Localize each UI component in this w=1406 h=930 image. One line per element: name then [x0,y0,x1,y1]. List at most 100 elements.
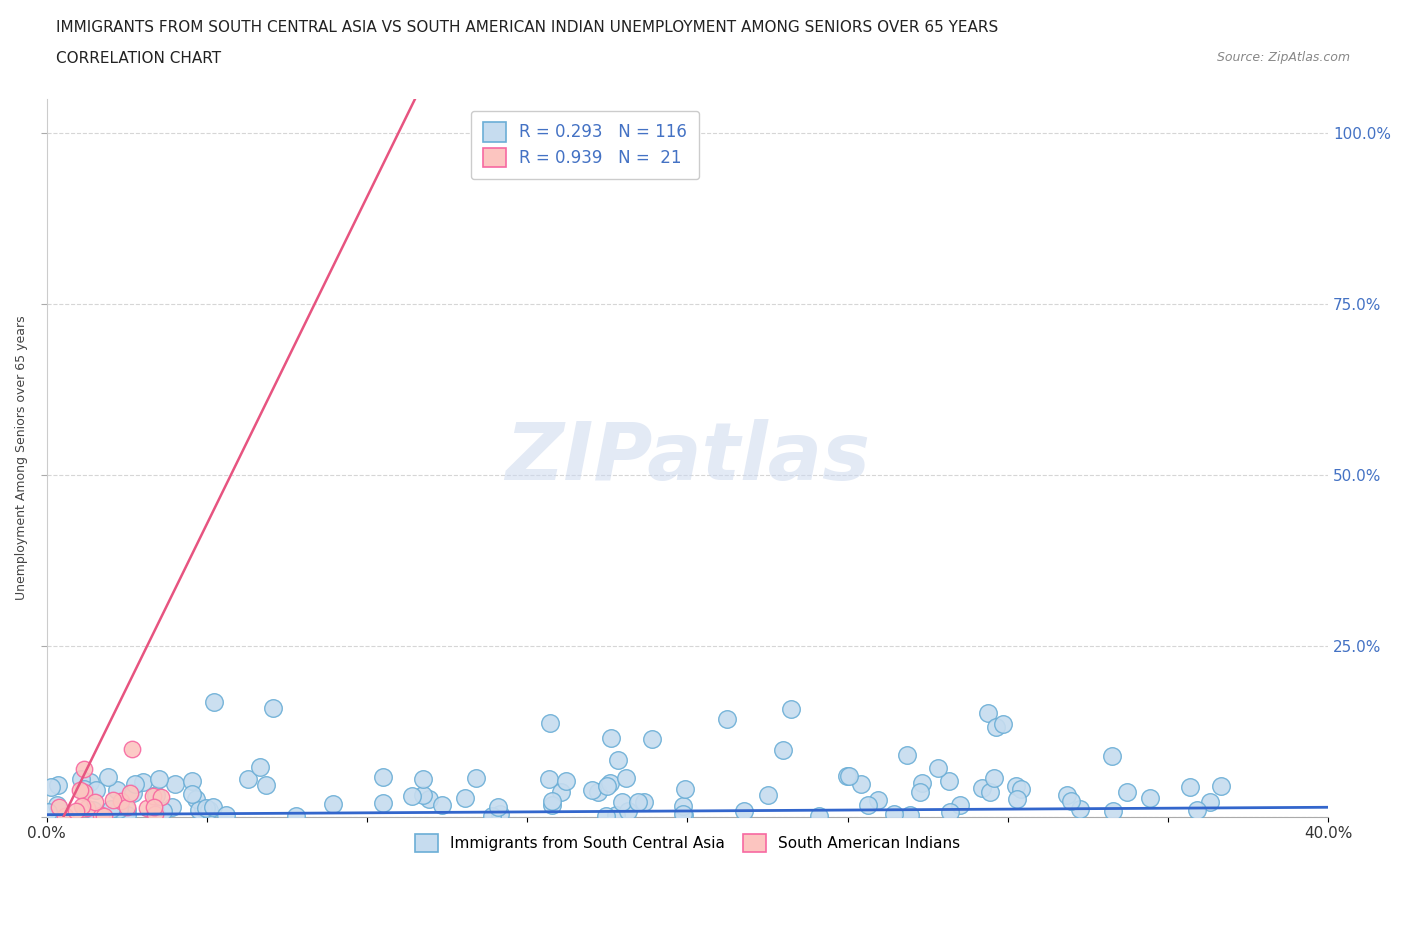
Point [72,782,94,797]
Point [46,777,69,792]
Point [1178,780,1201,795]
Point [641,732,664,747]
Point [939,804,962,819]
Point [1069,802,1091,817]
Point [142,789,165,804]
Point [202,695,225,710]
Point [1139,790,1161,805]
Point [181,774,204,789]
Point [160,800,183,815]
Point [716,712,738,727]
Point [835,768,858,783]
Point [418,791,440,806]
Point [401,789,423,804]
Point [908,785,931,800]
Point [1185,803,1208,817]
Point [633,794,655,809]
Point [90,808,112,823]
Point [254,777,277,792]
Point [977,706,1000,721]
Point [84,794,107,809]
Point [586,785,609,800]
Point [883,806,905,821]
Point [672,808,695,823]
Point [938,774,960,789]
Point [550,784,572,799]
Point [101,793,124,808]
Point [73,762,96,777]
Point [486,800,509,815]
Point [48,804,70,819]
Point [142,799,165,814]
Point [596,778,619,793]
Point [540,798,562,813]
Point [115,803,138,817]
Point [911,776,934,790]
Point [986,719,1008,734]
Point [898,808,921,823]
Point [605,807,627,822]
Point [610,795,633,810]
Point [165,777,187,791]
Point [627,794,650,809]
Point [1101,749,1123,764]
Point [105,782,128,797]
Point [132,775,155,790]
Point [122,786,145,801]
Point [927,761,949,776]
Point [181,787,204,802]
Point [1101,804,1123,818]
Point [187,803,209,817]
Text: CORRELATION CHART: CORRELATION CHART [56,51,221,66]
Point [672,806,695,821]
Point [949,798,972,813]
Point [118,785,141,800]
Point [76,801,98,816]
Point [807,808,830,823]
Point [430,798,453,813]
Point [858,797,880,812]
Point [193,800,215,815]
Point [322,796,344,811]
Point [263,701,285,716]
Point [979,785,1001,800]
Point [673,782,696,797]
Point [481,808,503,823]
Point [69,782,91,797]
Point [1005,791,1028,806]
Text: IMMIGRANTS FROM SOUTH CENTRAL ASIA VS SOUTH AMERICAN INDIAN UNEMPLOYMENT AMONG S: IMMIGRANTS FROM SOUTH CENTRAL ASIA VS SO… [56,20,998,35]
Point [1211,779,1233,794]
Point [48,800,70,815]
Point [202,800,225,815]
Point [489,806,512,821]
Point [121,742,143,757]
Point [115,808,138,823]
Point [896,748,918,763]
Point [249,760,271,775]
Point [614,770,637,785]
Point [373,769,395,784]
Point [143,806,166,821]
Point [1010,782,1032,797]
Point [46,798,69,813]
Legend: Immigrants from South Central Asia, South American Indians: Immigrants from South Central Asia, Sout… [406,827,967,859]
Point [991,717,1014,732]
Point [148,772,170,787]
Point [412,788,434,803]
Point [150,790,173,804]
Point [972,780,994,795]
Point [1060,793,1083,808]
Point [117,800,139,815]
Point [756,788,779,803]
Point [540,793,562,808]
Point [607,752,630,767]
Point [772,743,794,758]
Point [100,802,122,817]
Point [198,803,221,817]
Point [93,808,115,823]
Point [145,788,167,803]
Point [110,794,132,809]
Point [82,803,104,817]
Point [70,798,93,813]
Point [617,804,640,818]
